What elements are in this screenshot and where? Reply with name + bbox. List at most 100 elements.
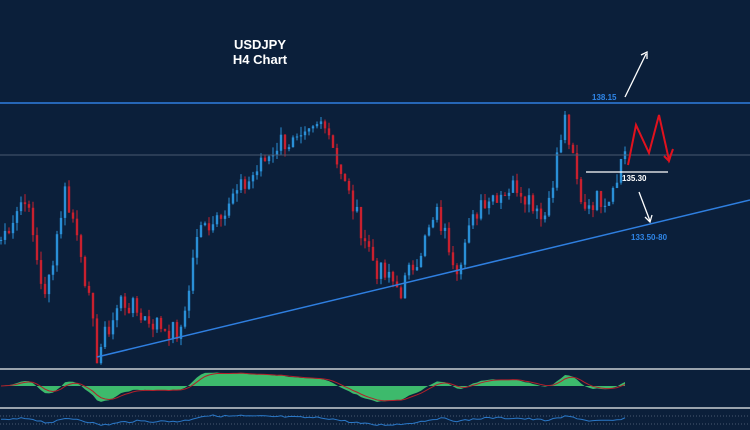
candle-body [159,317,163,329]
candle-body [151,323,155,330]
candle-body [195,237,199,258]
candle [131,296,135,318]
candle [287,144,291,152]
candle-body [203,223,207,226]
candle-body [387,271,391,278]
candle [563,110,567,144]
candle-body [599,191,603,207]
candle-body [547,197,551,216]
candle [203,221,207,227]
candle [495,192,499,203]
candle-body [383,262,387,278]
candle-body [543,215,547,220]
candle [135,296,139,317]
candle [599,190,603,214]
candle-body [303,131,307,136]
candle [343,173,347,182]
candle [427,224,431,237]
candle-body [163,328,167,331]
candle [267,155,271,165]
candle-body [243,179,247,189]
candle [463,238,467,269]
candle [407,262,411,280]
candle-body [495,195,499,203]
candle [243,176,247,194]
candle-body [127,307,131,314]
candle [19,196,23,216]
candle-body [83,256,87,286]
candle-body [31,207,35,236]
candle [367,234,371,252]
candle-body [327,128,331,136]
candle [147,309,151,328]
candle-body [119,296,123,309]
candle [363,229,367,249]
candle [215,212,219,228]
candle-body [199,225,203,238]
candle [551,180,555,203]
candle-body [267,156,271,162]
resistance-label: 138.15 [592,93,617,102]
candle [179,324,183,346]
candle [171,321,175,344]
candle [611,186,615,205]
candle-body [347,180,351,191]
line-oscillator-panel [0,414,626,426]
candle-body [499,194,503,203]
candle-body [595,191,599,210]
candle [471,210,475,229]
candle [559,134,563,154]
candle [111,312,115,340]
candle [295,133,299,141]
candle [415,259,419,271]
candle-body [171,322,175,339]
candle [3,223,7,245]
candle-body [575,153,579,180]
candle [391,270,395,288]
candle-body [415,267,419,271]
candle-body [611,187,615,202]
candle-body [123,296,127,308]
candle-body [175,322,179,339]
candle [519,187,523,204]
candle-body [567,114,571,145]
candle-body [515,180,519,193]
candle-body [15,211,19,223]
candle [51,260,55,281]
histogram-oscillator-panel [0,372,626,402]
candle [507,188,511,200]
candle-body [3,230,7,240]
forecast-arrowhead [663,153,672,163]
candle-body [427,227,431,236]
candle [31,201,35,242]
candle [191,249,195,294]
candle-body [591,205,595,210]
candle [275,142,279,159]
candle-body [371,246,375,261]
oscillator-line [0,414,626,426]
chart-title: USDJPY [233,37,287,52]
candle [347,178,351,195]
candle-body [475,214,479,219]
candle-body [227,203,231,216]
candle-body [251,175,255,182]
candle [583,194,587,211]
candle [231,188,235,205]
candle [107,320,111,337]
candle [227,197,231,219]
candle-body [503,194,507,196]
oscillator-histogram [0,372,625,402]
candle-body [59,217,63,235]
candle [0,236,3,245]
candle-body [531,195,535,212]
candle-body [0,239,3,241]
candle [383,259,387,281]
candle-body [431,219,435,228]
candle-body [255,171,259,176]
candle-body [7,230,11,234]
candle [223,210,227,226]
candle-body [287,147,291,150]
candle-body [211,224,215,231]
candle-body [619,159,623,183]
candle-body [523,196,527,205]
